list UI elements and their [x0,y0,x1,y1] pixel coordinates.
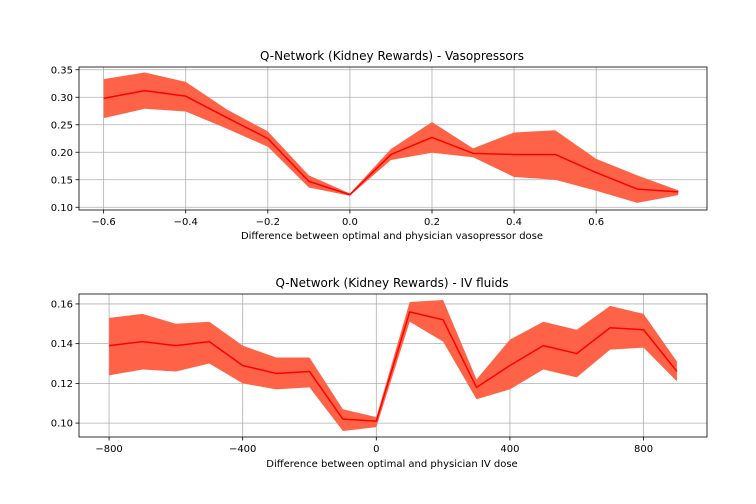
x-tick-label: 0.2 [424,217,440,228]
series-line [103,89,679,196]
iv-fluids-chart: Q-Network (Kidney Rewards) - IV fluids D… [51,276,708,470]
x-axis-label: Difference between optimal and physician… [241,231,543,242]
y-tick-label: 0.14 [51,339,73,350]
x-tick-label: −0.4 [174,217,198,228]
y-tick-label: 0.25 [51,120,73,131]
x-tick-label: 800 [634,444,653,455]
series-line [108,311,678,422]
y-tick-label: 0.12 [51,379,73,390]
axes-frame [78,293,708,438]
y-tick-label: 0.10 [51,203,73,214]
x-axis-label: Difference between optimal and physician… [266,459,517,470]
y-tick-label: 0.16 [51,299,73,310]
x-tick-label: −400 [229,444,256,455]
y-tick-label: 0.15 [51,175,73,186]
confidence-band [103,72,679,203]
x-tick-label: 400 [500,444,519,455]
axes-frame [78,66,708,211]
y-tick-label: 0.35 [51,65,73,76]
y-tick-label: 0.10 [51,419,73,430]
chart-title: Q-Network (Kidney Rewards) - IV fluids [276,276,509,290]
x-tick-label: −0.6 [91,217,115,228]
y-tick-label: 0.30 [51,93,73,104]
chart-title: Q-Network (Kidney Rewards) - Vasopressor… [260,49,524,63]
x-tick-label: −0.2 [256,217,280,228]
x-tick-label: 0.0 [342,217,358,228]
y-tick-label: 0.20 [51,148,73,159]
x-tick-label: −800 [95,444,122,455]
x-tick-label: 0 [373,444,379,455]
x-tick-label: 0.4 [506,217,522,228]
x-tick-label: 0.6 [588,217,604,228]
vasopressor-chart: Q-Network (Kidney Rewards) - Vasopressor… [51,49,708,242]
